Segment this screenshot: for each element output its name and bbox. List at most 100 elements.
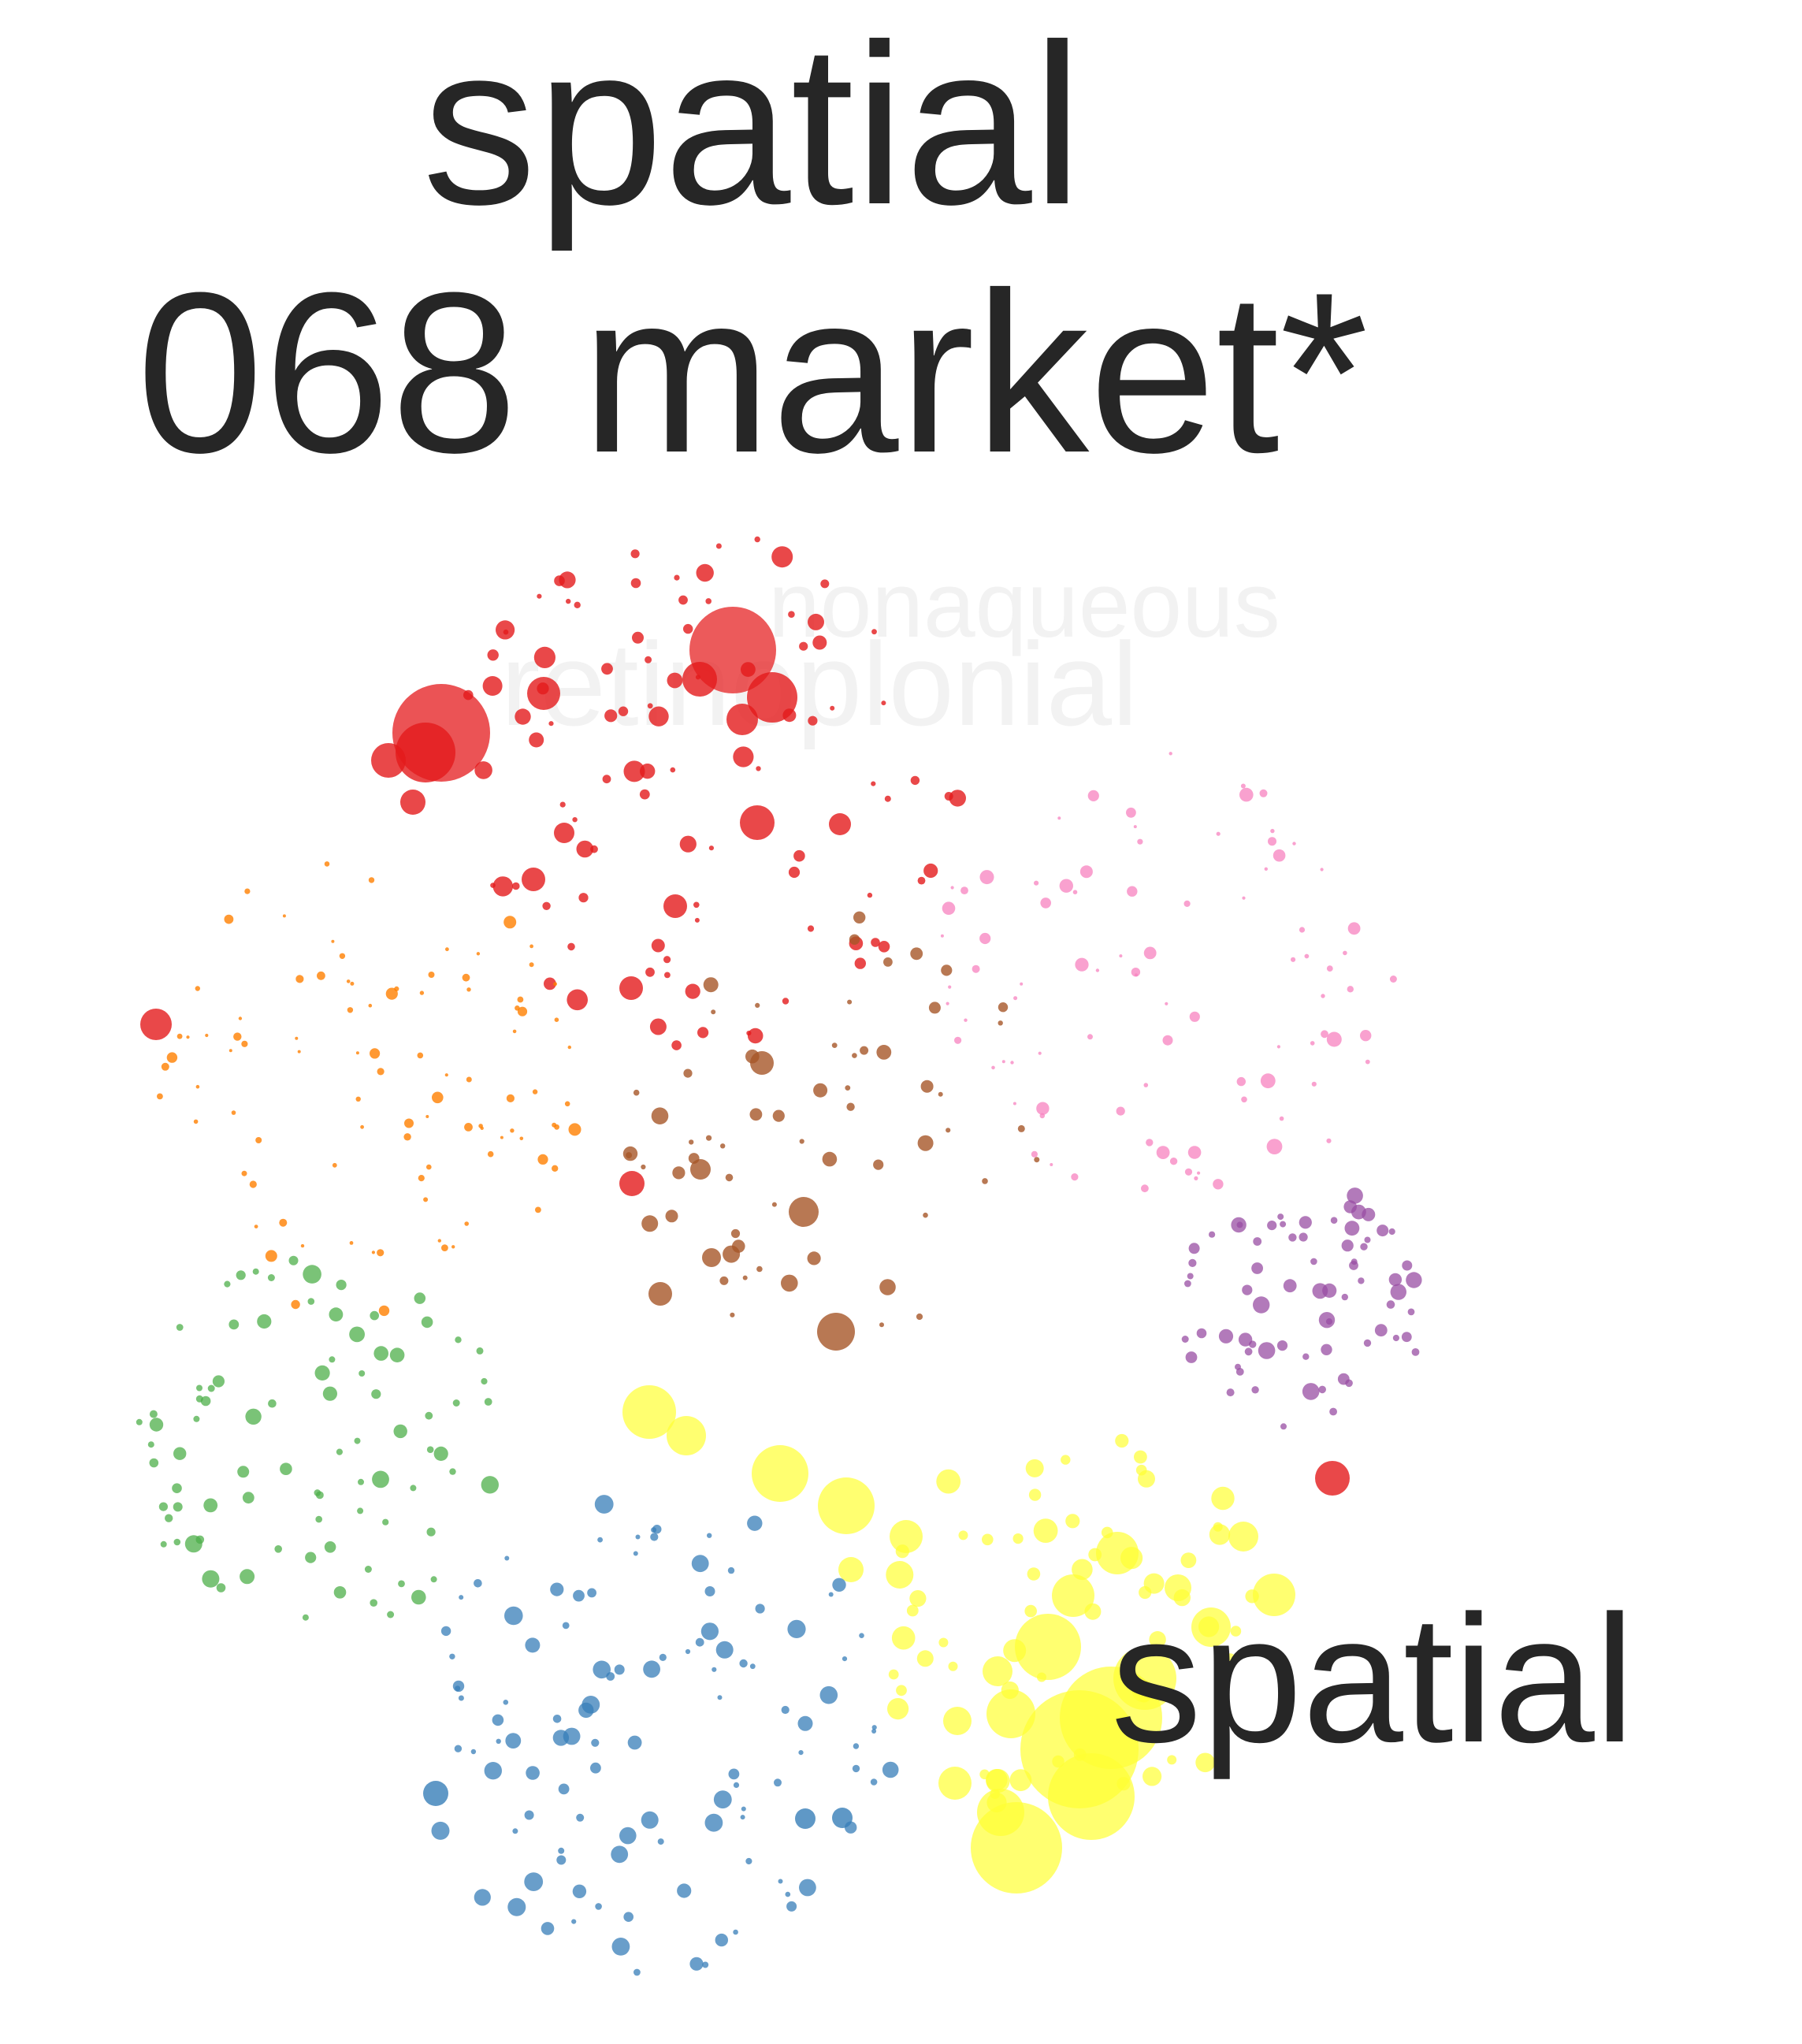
orange-node: [535, 1206, 541, 1213]
pink-node: [964, 1018, 968, 1022]
blue-node: [689, 1957, 704, 1971]
blue-node: [454, 1745, 463, 1752]
red-node: [482, 676, 503, 696]
blue-node: [715, 1641, 734, 1659]
pink-node: [1184, 1168, 1193, 1176]
green-node: [207, 1384, 215, 1392]
pink-node: [1137, 838, 1143, 845]
hub-node: [943, 1707, 972, 1735]
pink-node: [1031, 1150, 1038, 1158]
red-node: [667, 672, 683, 689]
yellow-node: [886, 1561, 914, 1589]
red-node: [771, 546, 793, 568]
blue-node: [484, 1762, 502, 1780]
purple-node: [1358, 1277, 1365, 1284]
yellow-node: [948, 1661, 958, 1671]
pink-node: [1197, 1171, 1201, 1175]
orange-node: [529, 944, 533, 949]
purple-node: [1267, 1221, 1277, 1231]
red-node: [917, 876, 926, 885]
hub-node: [747, 672, 797, 723]
orange-node: [564, 1101, 570, 1107]
pink-node: [1321, 994, 1325, 998]
yellow-node: [1245, 1589, 1259, 1604]
orange-node: [265, 1250, 277, 1262]
pink-node: [1347, 986, 1354, 993]
red-node: [487, 649, 499, 661]
blue-node: [474, 1889, 491, 1906]
purple-node: [1321, 1343, 1332, 1356]
green-node: [195, 1535, 205, 1544]
red-node: [683, 623, 693, 634]
pink-node: [1343, 950, 1347, 956]
orange-node: [244, 888, 251, 894]
green-node: [216, 1583, 226, 1592]
blue-node: [627, 1735, 642, 1750]
yellow-node: [1120, 1547, 1143, 1570]
orange-node: [324, 861, 330, 867]
orange-node: [426, 1164, 432, 1170]
purple-node: [1392, 1334, 1399, 1342]
pink-node: [991, 1065, 995, 1070]
blue-node: [798, 1750, 804, 1756]
red-node: [542, 901, 551, 911]
purple-node: [1390, 1284, 1407, 1300]
orange-node: [157, 1093, 163, 1100]
yellow-node: [906, 1604, 919, 1617]
purple-node: [1276, 1340, 1288, 1351]
purple-node: [1209, 1231, 1216, 1238]
green-node: [315, 1515, 323, 1523]
title-line-2: 068 market*: [136, 245, 1369, 500]
purple-node: [1238, 1332, 1253, 1347]
green-node: [173, 1502, 183, 1512]
blue-node: [524, 1872, 544, 1892]
blue-node: [797, 1715, 813, 1731]
pink-node: [1292, 842, 1296, 845]
brown-node: [849, 934, 860, 946]
orange-node: [529, 962, 534, 968]
red-node: [867, 892, 873, 898]
blue-node: [774, 1778, 782, 1787]
orange-node: [166, 1052, 178, 1063]
green-node: [426, 1446, 434, 1453]
yellow-node: [1065, 1514, 1080, 1529]
blue-node: [595, 1903, 602, 1910]
pink-node: [946, 1002, 949, 1005]
yellow-node: [1180, 1552, 1197, 1568]
red-node: [746, 1031, 752, 1036]
pink-node: [1034, 880, 1039, 886]
orange-node: [233, 1032, 242, 1041]
pink-node: [1059, 879, 1074, 893]
blue-node: [633, 1968, 641, 1976]
blue-node: [611, 1845, 629, 1864]
green-node: [476, 1347, 484, 1355]
green-node: [196, 1384, 202, 1392]
green-node: [414, 1292, 426, 1304]
orange-node: [445, 947, 449, 952]
blue-node: [799, 1879, 816, 1897]
green-node: [288, 1255, 299, 1265]
red-node: [694, 917, 700, 923]
green-node: [268, 1399, 277, 1408]
brown-node: [781, 1274, 798, 1292]
red-node: [645, 656, 652, 663]
red-node: [548, 721, 554, 727]
green-node: [354, 1437, 361, 1444]
blue-node: [755, 1604, 765, 1614]
brown-node: [923, 1212, 928, 1218]
green-node: [411, 1589, 426, 1605]
orange-node: [241, 1170, 247, 1176]
blue-node: [852, 1764, 860, 1773]
pink-node: [1194, 1176, 1198, 1180]
green-node: [358, 1478, 364, 1485]
green-node: [193, 1415, 200, 1422]
green-node: [316, 1491, 324, 1500]
yellow-node: [896, 1685, 907, 1697]
pink-node: [1264, 867, 1269, 871]
brown-node: [742, 1275, 748, 1280]
green-node: [398, 1580, 405, 1588]
blue-node: [459, 1595, 464, 1600]
hub-node: [682, 662, 717, 697]
blue-node: [635, 1534, 641, 1540]
purple-node: [1386, 1300, 1395, 1309]
